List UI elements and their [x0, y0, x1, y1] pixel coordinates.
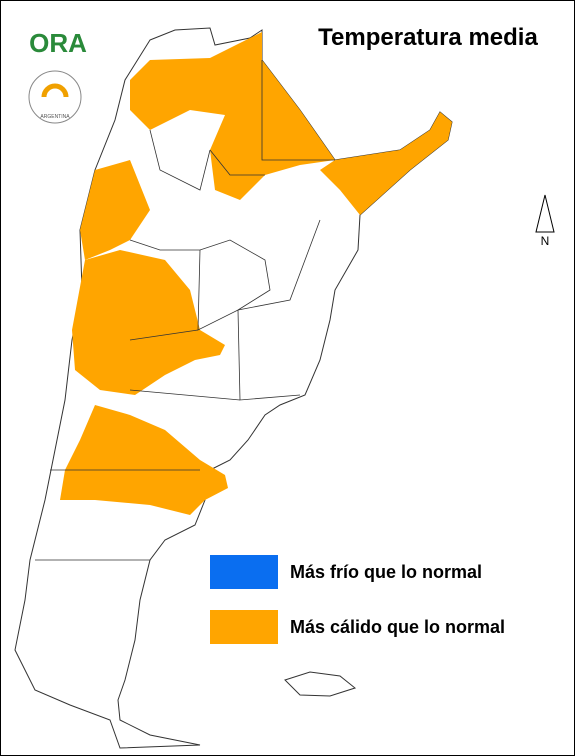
north-label: N: [541, 234, 550, 248]
legend-label: Más cálido que lo normal: [290, 617, 505, 637]
legend-swatch: [210, 610, 278, 644]
map-page: Temperatura media ORA ARGENTINA N Más fr…: [0, 0, 575, 756]
legend-label: Más frío que lo normal: [290, 562, 482, 582]
map-title: Temperatura media: [318, 24, 538, 51]
logo-ring-text: ARGENTINA: [40, 114, 70, 120]
legend-swatch: [210, 555, 278, 589]
logo-text: ORA: [29, 28, 87, 58]
